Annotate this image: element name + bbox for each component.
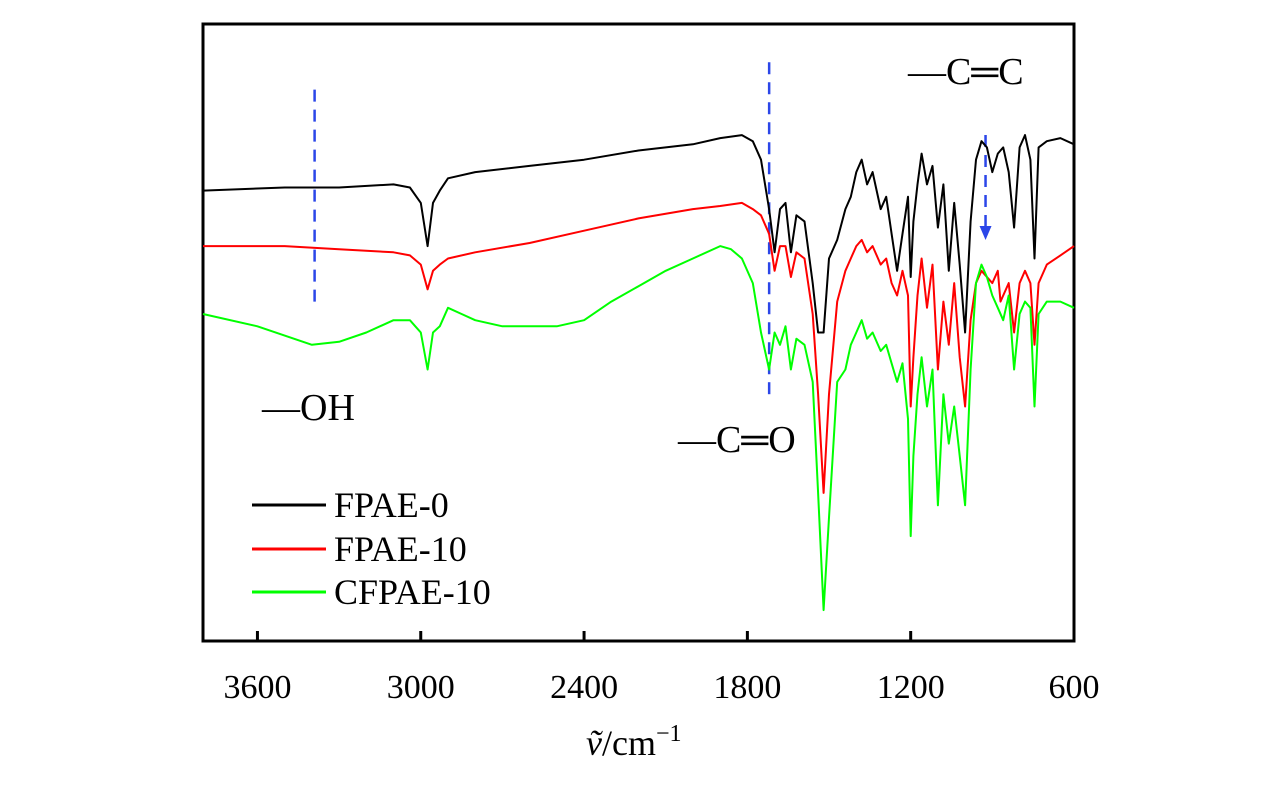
series-line-cfpae-10	[202, 245, 1075, 612]
plot-frame	[201, 22, 1076, 643]
legend-label-fpae-10: FPAE-10	[334, 529, 467, 569]
series-line-fpae-0	[202, 134, 1075, 334]
annotation-co-label: —C═O	[677, 419, 796, 461]
x-tick-label: 3600	[223, 669, 291, 706]
x-tick-label: 1200	[877, 669, 945, 706]
x-axis-exponent: −1	[656, 721, 682, 747]
legend-label-cfpae-10: CFPAE-10	[334, 572, 491, 612]
annotation-lines	[313, 54, 992, 395]
x-tick-label: 2400	[550, 669, 618, 706]
series-layer	[202, 134, 1075, 612]
legend-label-fpae-0: FPAE-0	[334, 485, 449, 525]
series-line-fpae-10	[203, 201, 1075, 494]
x-axis-unit: /cm	[602, 723, 656, 763]
x-tick-label: 600	[1049, 669, 1100, 706]
annotation-oh-label: —OH	[261, 387, 355, 429]
x-axis-title: ṽ/cm−1	[586, 721, 682, 763]
x-axis-ticks: 3600 3000 2400 1800 1200 600	[223, 631, 1100, 706]
annotation-arrow-head	[979, 225, 992, 240]
x-axis-symbol: ṽ	[586, 723, 603, 763]
legend: FPAE-0 FPAE-10 CFPAE-10	[252, 485, 491, 612]
x-tick-label: 1800	[713, 669, 781, 706]
x-tick-label: 3000	[387, 669, 455, 706]
annotation-cc-label: —C═C	[907, 51, 1024, 93]
